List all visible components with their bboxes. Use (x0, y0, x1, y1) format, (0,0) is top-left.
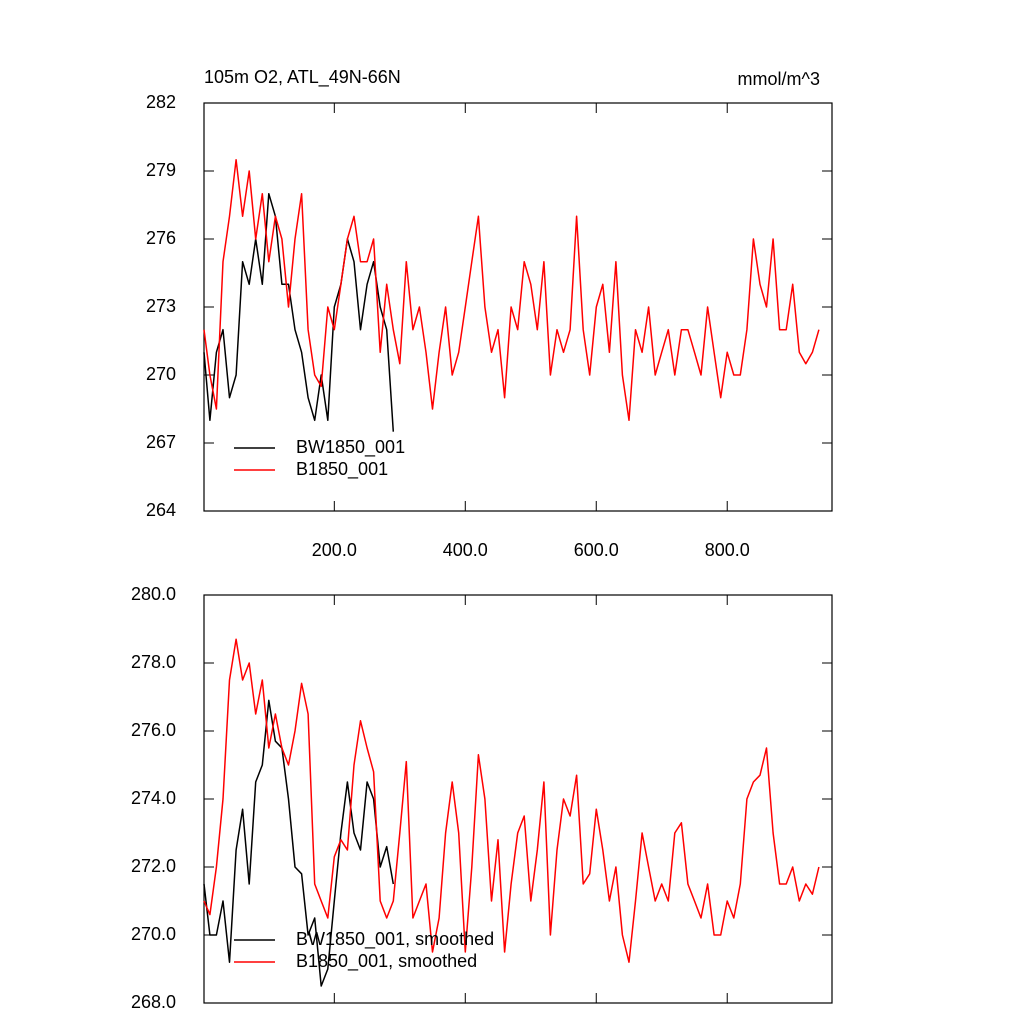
series-line (203, 158, 820, 422)
x-tick-label: 200.0 (312, 540, 357, 560)
y-tick-label: 279 (146, 160, 176, 180)
y-tick-label: 280.0 (131, 584, 176, 604)
legend-label: B1850_001, smoothed (296, 951, 477, 972)
series-line (203, 638, 820, 963)
y-tick-label: 268.0 (131, 992, 176, 1012)
x-tick-label: 800.0 (705, 540, 750, 560)
x-tick-label: 600.0 (574, 540, 619, 560)
y-tick-label: 276.0 (131, 720, 176, 740)
series-line (203, 699, 395, 987)
units-label: mmol/m^3 (738, 69, 820, 89)
legend-label: BW1850_001 (296, 437, 405, 458)
y-tick-label: 267 (146, 432, 176, 452)
y-tick-label: 264 (146, 500, 176, 520)
legend-label: B1850_001 (296, 459, 388, 480)
y-tick-label: 276 (146, 228, 176, 248)
y-tick-label: 273 (146, 296, 176, 316)
y-tick-label: 278.0 (131, 652, 176, 672)
y-tick-label: 270 (146, 364, 176, 384)
legend-label: BW1850_001, smoothed (296, 929, 494, 950)
series-line (203, 192, 395, 432)
y-tick-label: 272.0 (131, 856, 176, 876)
chart-title: 105m O2, ATL_49N-66N (204, 67, 401, 88)
y-tick-label: 282 (146, 92, 176, 112)
y-tick-label: 274.0 (131, 788, 176, 808)
x-tick-label: 400.0 (443, 540, 488, 560)
y-tick-label: 270.0 (131, 924, 176, 944)
